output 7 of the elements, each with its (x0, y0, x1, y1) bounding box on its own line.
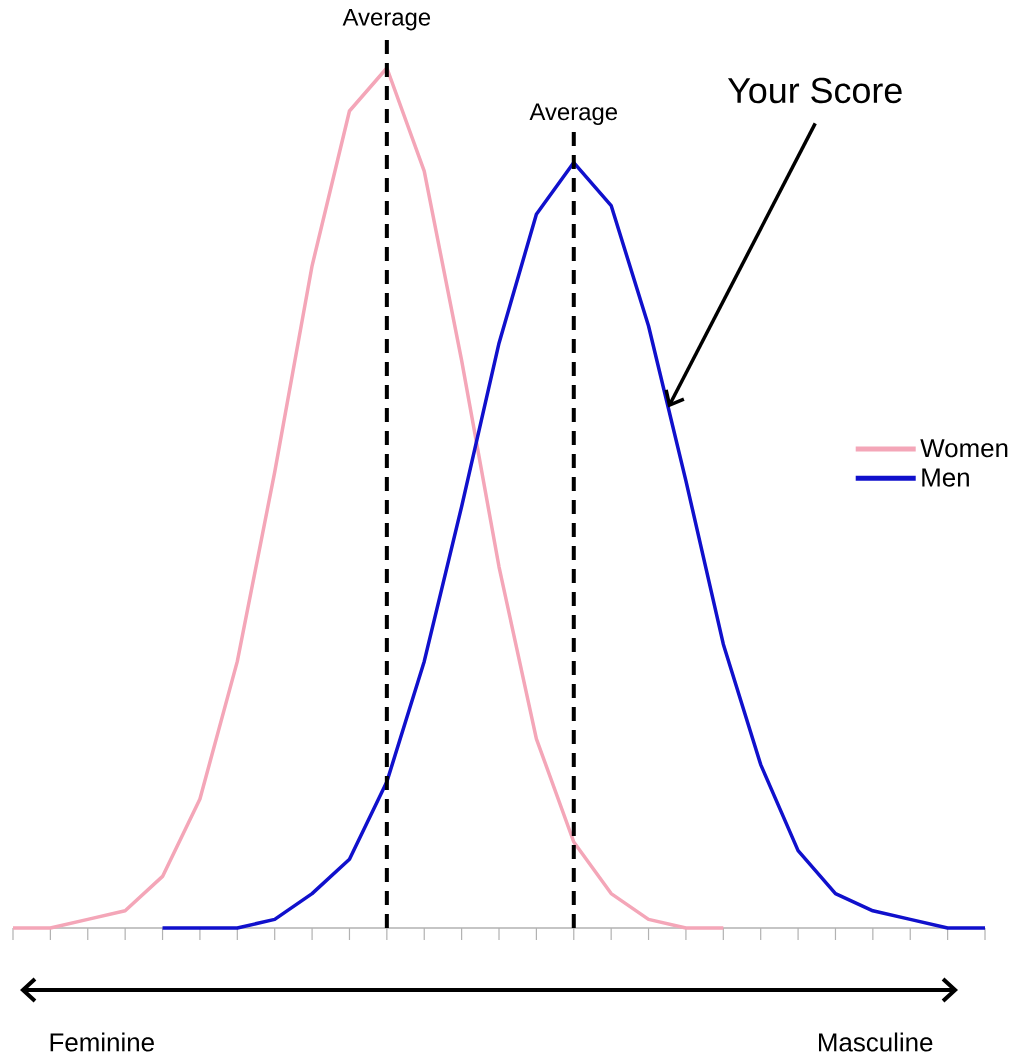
text: Average (342, 8, 431, 31)
text: Feminine (50, 1032, 154, 1052)
text: Masculine (819, 1032, 933, 1052)
annotation: Average (529, 103, 618, 125)
legend-label: Women (920, 439, 1008, 458)
legend-label: Men (922, 468, 969, 487)
annotation: Your Score (727, 77, 902, 104)
